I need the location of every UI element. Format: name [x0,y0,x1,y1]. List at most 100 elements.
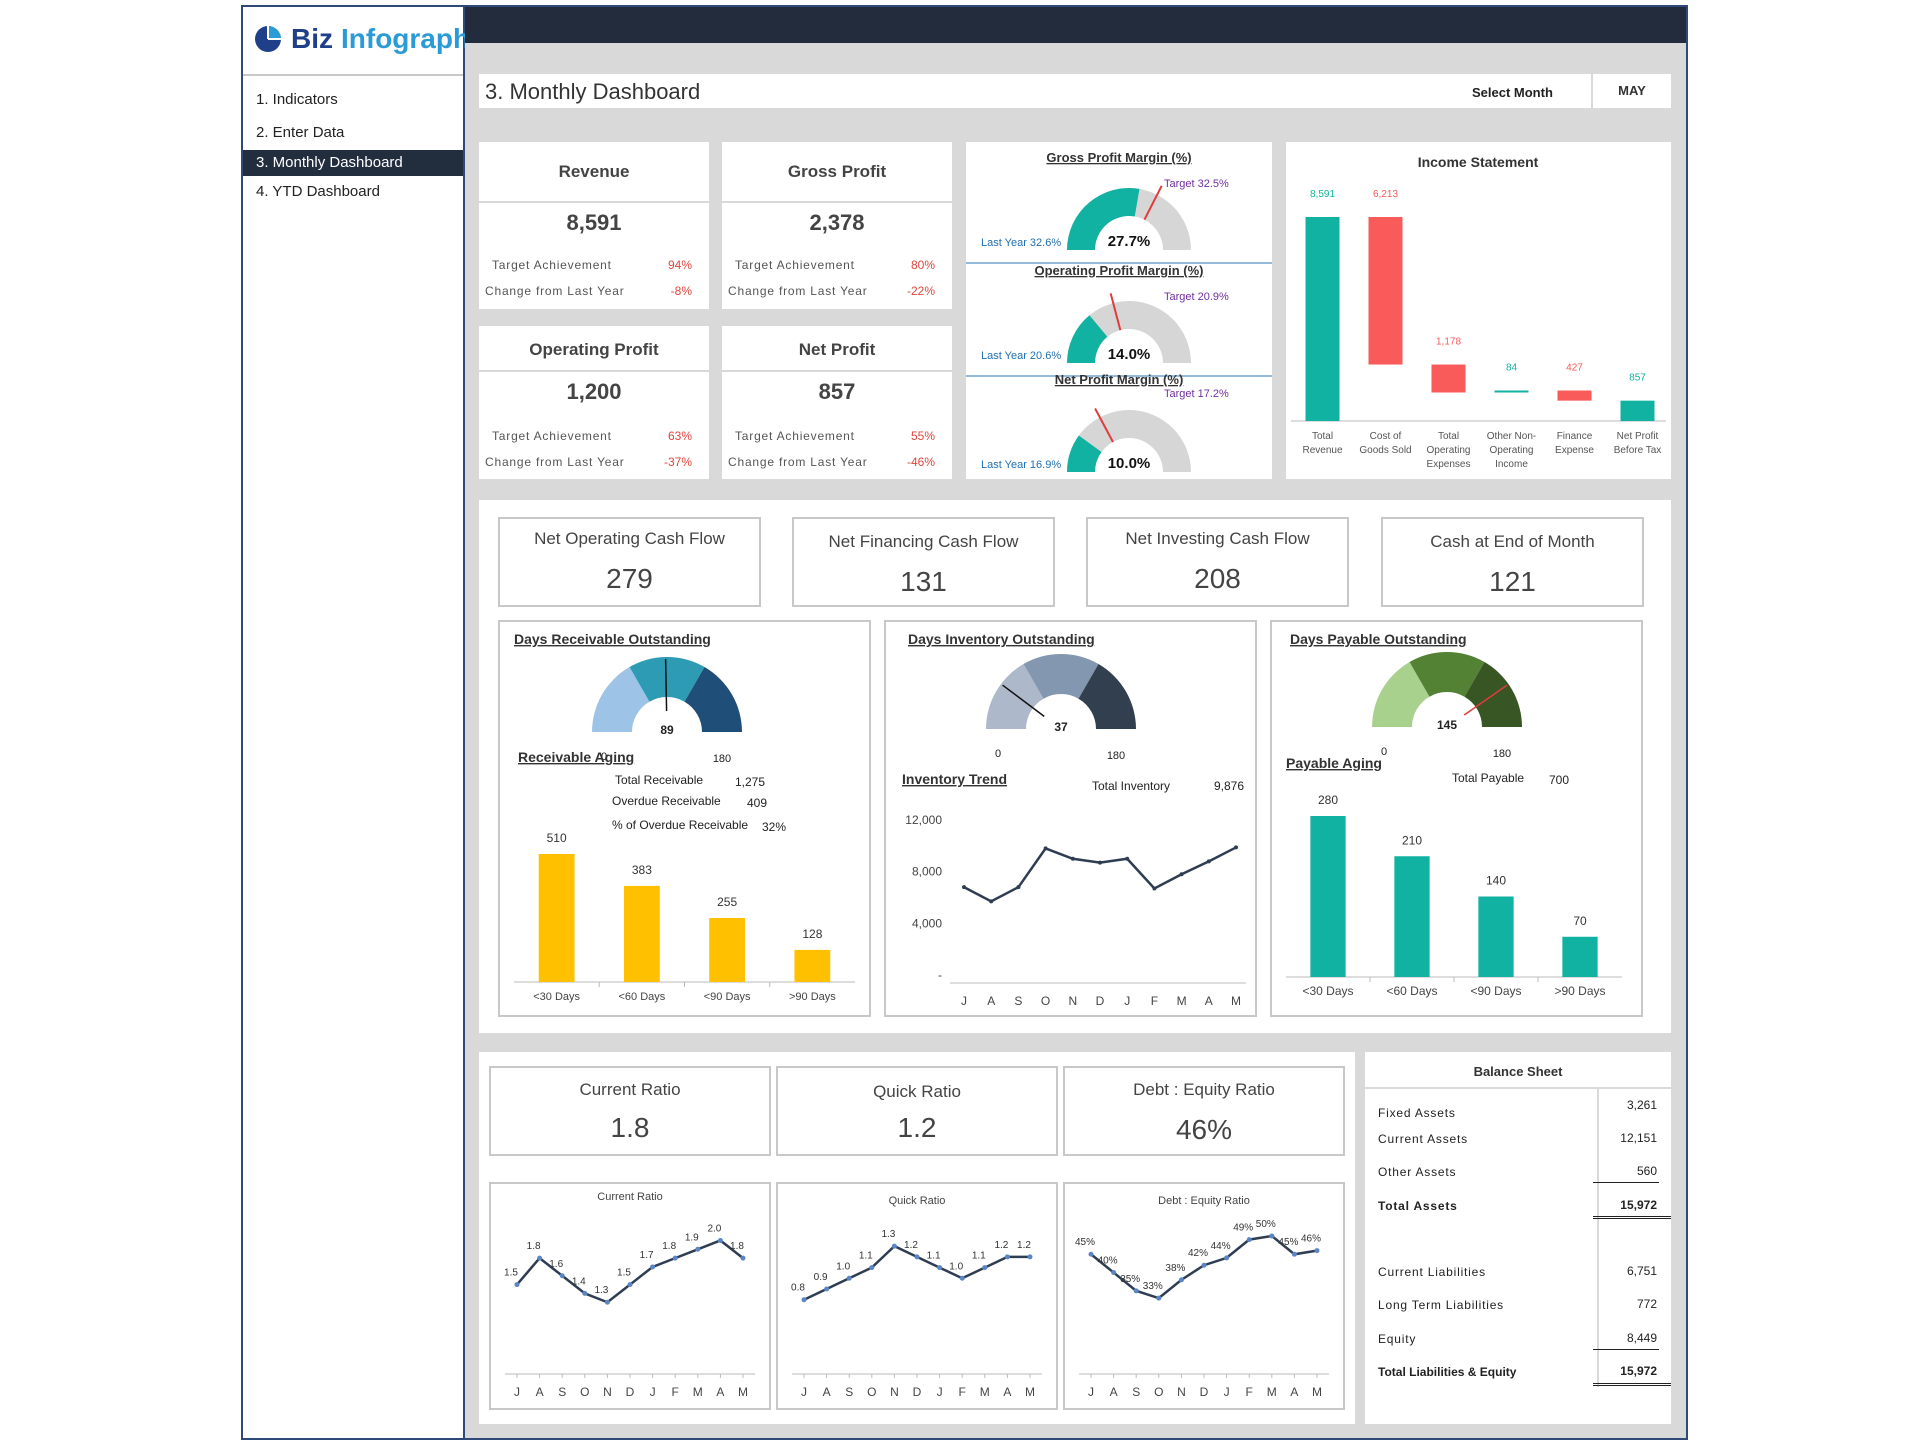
ratio-trend-point [1224,1255,1230,1261]
x-tick-label: A [716,1385,724,1399]
overdue-pct-label: % of Overdue Receivable [612,818,748,832]
total-receivable-value: 1,275 [735,775,765,789]
kpi-card-net-profit: Net Profit 857 Target Achievement 55% Ch… [722,326,952,479]
overdue-receivable-label: Overdue Receivable [612,794,721,808]
x-tick-label: S [1132,1385,1140,1399]
kpi-change-label: Change from Last Year [728,284,868,298]
x-tick-label: F [672,1385,679,1399]
aging-bar [794,949,831,982]
income-statement-title: Income Statement [1418,154,1539,170]
aging-bar [1478,896,1514,977]
gauge-value: 27.7% [1108,233,1151,250]
total-payable-label: Total Payable [1452,771,1524,785]
gauge-title: Gross Profit Margin (%) [1046,150,1191,165]
nav-item-ytd-dashboard[interactable]: 4. YTD Dashboard [256,183,380,200]
bs-value-total-liabilities-equity: 15,972 [1620,1364,1657,1378]
aging-bar [709,918,746,982]
aging-category-label: <60 Days [1386,984,1437,998]
cash-flow-value: 121 [1489,566,1536,597]
bs-label-current-liabilities: Current Liabilities [1378,1265,1486,1279]
x-tick-label: N [1068,994,1077,1008]
gauge-needle [664,658,668,712]
x-tick-label: A [1205,994,1213,1008]
aging-bar [1394,856,1430,977]
ratio-trend-point [1314,1248,1320,1254]
waterfall-bar [1557,390,1592,401]
gauge-segment [629,657,705,702]
ratio-trend-point [1156,1295,1162,1301]
x-tick-label: M [1231,994,1241,1008]
gauge-title: Net Profit Margin (%) [1055,372,1184,387]
total-inventory-label: Total Inventory [1092,779,1170,793]
bs-subtotal-line [1593,1182,1659,1183]
ratio-trend-point [1269,1233,1275,1239]
current-ratio-chart-box: Current Ratio 1.5 J 1.8 A 1.6 S 1.4 O 1.3 N 1.5 D 1.7… [489,1182,771,1410]
ratio-card-quick: Quick Ratio 1.2 [776,1066,1058,1156]
ratio-trend-point [1111,1270,1117,1276]
cash-flow-title: Net Investing Cash Flow [1125,529,1310,548]
x-tick-label: S [558,1385,566,1399]
total-receivable-label: Total Receivable [615,773,703,787]
aging-bar [538,854,575,982]
ratio-value: 1.8 [610,1112,650,1143]
ratio-data-label: 1.0 [836,1261,850,1272]
ratio-data-label: 1.3 [594,1285,608,1296]
ratio-value: 46% [1175,1114,1233,1145]
waterfall-category-label: Total [1312,431,1333,442]
kpi-target-label: Target Achievement [492,429,612,443]
inventory-trend-line [963,846,1237,903]
nav-item-indicators[interactable]: 1. Indicators [256,91,338,108]
cash-flow-value: 131 [900,566,947,597]
logo: Biz Infograph [253,19,470,59]
ratio-data-label: 1.1 [859,1251,873,1262]
ratio-trend-point [891,1243,897,1249]
current-ratio-chart: Current Ratio 1.5 J 1.8 A 1.6 S 1.4 O 1.3 N 1.5 D 1.7… [504,1191,755,1399]
kpi-value: 1,200 [566,379,622,404]
quick-ratio-chart: Quick Ratio 0.8 J 0.9 A 1.0 S 1.1 O 1.3 N 1.2 D 1.1 J 1… [791,1195,1042,1399]
inventory-trend-point [1098,860,1102,865]
kpi-change-value: -46% [906,455,935,469]
ratio-trend-point [1004,1254,1010,1260]
ratio-trend-point [582,1290,588,1296]
waterfall-bar [1368,217,1403,365]
bs-label-total-assets: Total Assets [1378,1199,1458,1213]
balance-sheet-title: Balance Sheet [1473,1064,1563,1079]
kpi-target-label: Target Achievement [735,258,855,272]
aging-category-label: >90 Days [789,991,836,1003]
ratio-trend-point [801,1297,807,1303]
balance-sheet-panel: Balance Sheet Fixed Assets 3,261 Current… [1365,1052,1671,1424]
gauge-last-year-label: Last Year 16.9% [981,459,1061,471]
inventory-trend-point [1234,845,1238,850]
inventory-trend-point [1125,856,1130,861]
kpi-card-revenue: Revenue 8,591 Target Achievement 94% Cha… [479,142,709,309]
x-tick-label: N [603,1385,612,1399]
bs-value-current-assets: 12,151 [1620,1131,1657,1145]
ratio-trend-point [627,1282,633,1288]
x-tick-label: J [1224,1385,1230,1399]
x-tick-label: J [1124,994,1130,1008]
ratios-section: Current Ratio 1.8 Quick Ratio 1.2 Debt :… [479,1052,1355,1424]
margin-gauges-svg: Gross Profit Margin (%) 27.7% Target 32.5%… [966,150,1272,472]
waterfall-bar [1305,217,1340,421]
ratio-data-label: 1.8 [730,1241,744,1252]
inventory-trend-point [1070,856,1075,861]
x-tick-label: J [937,1385,943,1399]
nav-item-enter-data[interactable]: 2. Enter Data [256,124,345,141]
inventory-trend-point [1016,885,1021,890]
x-tick-label: M [980,1385,990,1399]
kpi-change-label: Change from Last Year [485,455,625,469]
income-statement-panel: Income Statement 8,591 Total Revenue 6,213 Co… [1286,142,1671,479]
aging-data-label: 210 [1402,833,1422,847]
nav-divider [243,74,463,76]
nav-item-monthly-dashboard[interactable]: 3. Monthly Dashboard [243,150,463,176]
month-selector[interactable]: MAY [1591,74,1671,108]
ratio-trend-point [959,1275,965,1281]
ratio-card-current: Current Ratio 1.8 [489,1066,771,1156]
x-tick-label: O [867,1385,876,1399]
waterfall-category-label: Revenue [1302,445,1342,456]
ratio-chart-title: Current Ratio [597,1191,662,1203]
gauge-value: 37 [1054,720,1068,734]
page-title: 3. Monthly Dashboard [485,79,701,104]
ratio-trend-point [740,1255,746,1261]
gauge-segment [1372,662,1430,727]
